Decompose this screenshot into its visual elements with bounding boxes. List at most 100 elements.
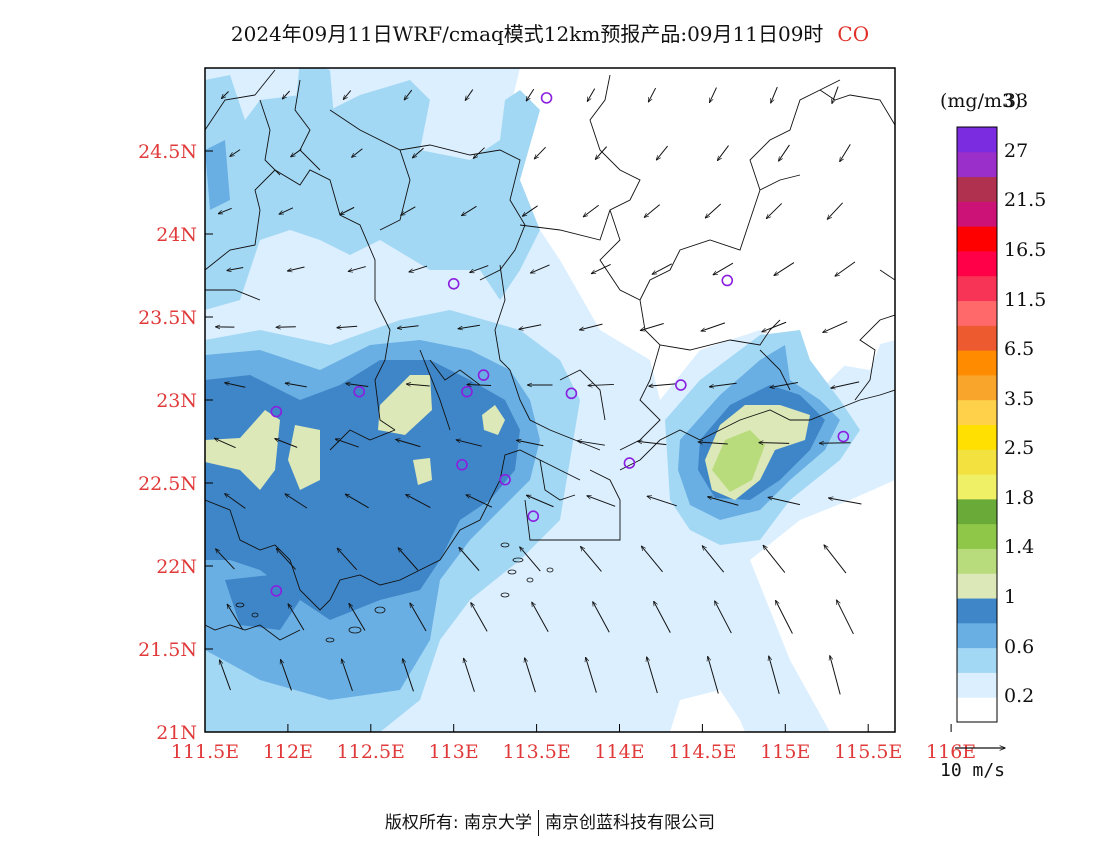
wind-arrow bbox=[526, 88, 535, 101]
map-title: 2024年09月11日WRF/cmaq模式12km预报产品:09月11日09时 C… bbox=[0, 18, 1100, 47]
wind-arrow bbox=[342, 659, 353, 692]
wind-arrow bbox=[581, 547, 602, 572]
company-text: 南京创蓝科技有限公司 bbox=[545, 813, 716, 833]
wind-arrow bbox=[766, 203, 783, 218]
wind-arrow bbox=[396, 439, 421, 448]
wind-arrow bbox=[285, 494, 308, 509]
wind-arrow bbox=[462, 205, 477, 215]
wind-arrow bbox=[345, 494, 369, 509]
monitoring-station bbox=[721, 274, 734, 287]
y-tick-label: 21.5N bbox=[138, 639, 197, 661]
wind-arrow bbox=[221, 91, 229, 98]
colorbar-tick-label: 21.5 bbox=[1004, 189, 1047, 212]
colorbar-segment bbox=[957, 474, 997, 500]
wind-arrow bbox=[458, 324, 480, 328]
colorbar-segment bbox=[957, 374, 997, 401]
wind-arrow bbox=[281, 660, 292, 691]
monitoring-station bbox=[270, 585, 283, 597]
wind-arrow bbox=[526, 495, 554, 508]
monitoring-station bbox=[353, 385, 365, 398]
wind-arrow bbox=[519, 324, 542, 330]
wind-arrow bbox=[656, 145, 668, 160]
wind-arrow bbox=[288, 266, 305, 271]
peak-concentration-region bbox=[712, 430, 765, 492]
wind-arrow bbox=[762, 321, 787, 332]
wind-arrow bbox=[830, 656, 841, 695]
colorbar-segment bbox=[957, 127, 997, 153]
colorbar-tick-label: 1 bbox=[1004, 586, 1017, 609]
colorbar-tick-label: 0.6 bbox=[1004, 635, 1035, 658]
monitoring-station bbox=[499, 473, 511, 486]
wind-arrow bbox=[352, 148, 363, 158]
low-concentration-region bbox=[830, 330, 880, 370]
wind-arrow bbox=[346, 384, 369, 387]
wind-arrow bbox=[654, 601, 671, 633]
monitoring-station bbox=[461, 385, 473, 398]
wind-arrow bbox=[824, 545, 847, 574]
wind-arrow bbox=[698, 442, 728, 444]
peak-concentration-region bbox=[288, 425, 320, 490]
wind-arrow bbox=[586, 657, 597, 693]
footer-separator bbox=[538, 810, 540, 836]
y-tick-label: 23N bbox=[156, 390, 197, 412]
wind-arrow bbox=[587, 88, 596, 102]
boundaries bbox=[205, 69, 895, 641]
peak-concentration-region bbox=[413, 458, 432, 485]
wind-arrow bbox=[531, 264, 550, 273]
monitoring-station bbox=[540, 92, 553, 104]
wind-arrow bbox=[593, 602, 610, 633]
wind-arrow bbox=[343, 90, 352, 100]
wind-arrow bbox=[835, 261, 856, 276]
monitoring-station bbox=[623, 457, 636, 469]
colorbar-tick-label: 27 bbox=[1004, 139, 1029, 162]
wind-arrow bbox=[644, 204, 661, 218]
colorbar-tick-label: 0.2 bbox=[1004, 685, 1035, 708]
wind-arrow bbox=[709, 382, 737, 387]
y-tick-label: 21N bbox=[156, 722, 197, 744]
colorbar-segment bbox=[957, 176, 997, 202]
x-axis: 111.5E 112E 112.5E 113E 113.5E 114E 114.5E 115E… bbox=[171, 724, 976, 763]
colorbar-segment bbox=[957, 622, 997, 649]
monitoring-station bbox=[837, 430, 850, 443]
colorbar-segment bbox=[957, 697, 997, 723]
colorbar-segment bbox=[957, 325, 997, 351]
wind-arrow bbox=[832, 86, 839, 104]
wind-arrow bbox=[819, 443, 851, 444]
colorbar-segment bbox=[957, 201, 997, 227]
x-tick-label: 114E bbox=[594, 741, 644, 763]
wind-arrow bbox=[652, 263, 673, 274]
colorbar-segment bbox=[957, 449, 997, 475]
moderate-concentration-region bbox=[205, 75, 540, 310]
x-tick-label: 112.5E bbox=[337, 741, 405, 763]
colorbar-segment bbox=[957, 399, 997, 425]
wind-arrow bbox=[771, 86, 778, 103]
wind-arrow bbox=[340, 206, 355, 214]
wind-arrow bbox=[398, 548, 419, 571]
wind-arrow bbox=[702, 546, 725, 573]
wind-arrow bbox=[276, 327, 296, 328]
wind-arrow bbox=[713, 262, 734, 275]
footer: 版权所有: 南京大学 南京创蓝科技有限公司 bbox=[0, 808, 1100, 836]
wind-arrow bbox=[768, 497, 800, 506]
colorbar-tick-label: 1.8 bbox=[1004, 486, 1035, 509]
y-axis: 21N 21.5N 22N 22.5N 23N 23.5N 24N 24.5N bbox=[138, 141, 213, 744]
wind-arrow bbox=[701, 322, 726, 331]
wind-arrow bbox=[406, 494, 431, 508]
wind-arrow bbox=[409, 265, 428, 272]
wind-arrow bbox=[225, 494, 246, 509]
monitoring-station bbox=[456, 458, 468, 471]
wind-arrow bbox=[401, 206, 416, 215]
colorbar-segment bbox=[957, 350, 997, 376]
colorbar-segment bbox=[957, 300, 997, 326]
wind-arrow bbox=[403, 659, 414, 692]
wind-arrow bbox=[708, 497, 739, 506]
wind-arrow bbox=[517, 440, 544, 447]
colorbar-segment bbox=[957, 573, 997, 599]
colorbar-segment bbox=[957, 250, 997, 277]
x-tick-label: 115.5E bbox=[834, 741, 902, 763]
colorbar-frame bbox=[956, 126, 998, 723]
wind-arrow bbox=[520, 547, 541, 572]
low-concentration-region bbox=[750, 480, 895, 732]
colorbar-units: (mg/m3) bbox=[940, 90, 1022, 112]
islands bbox=[235, 542, 554, 643]
